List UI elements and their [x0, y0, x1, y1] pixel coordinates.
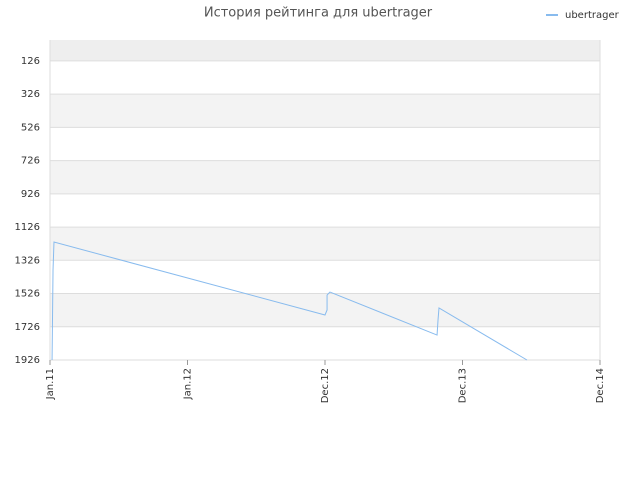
chart-title: История рейтинга для ubertrager	[204, 6, 433, 21]
y-tick-label: 326	[21, 89, 40, 100]
grid-band	[50, 160, 600, 194]
x-tick-label: Dec.13	[458, 368, 469, 403]
grid-band	[50, 293, 600, 327]
grid-band	[50, 326, 600, 360]
y-tick-label: 1126	[15, 222, 40, 233]
x-tick-label: Jan.11	[45, 368, 56, 400]
y-tick-label: 1726	[15, 322, 40, 333]
y-tick-label: 926	[21, 189, 40, 200]
x-tick-label: Dec.12	[320, 368, 331, 403]
x-tick-label: Dec.14	[595, 368, 606, 403]
line-series	[51, 241, 528, 361]
legend-label: ubertrager	[565, 10, 620, 21]
y-tick-label: 1326	[15, 255, 40, 266]
grid-band	[50, 193, 600, 228]
y-tick-label: 1926	[15, 355, 40, 366]
grid-band	[50, 260, 600, 294]
grid-band	[50, 227, 600, 261]
y-tick-label: 1526	[15, 289, 40, 300]
y-tick-label: 526	[21, 122, 40, 133]
y-tick-label: 726	[21, 156, 40, 167]
y-tick-label: 126	[21, 56, 40, 67]
grid-band	[50, 94, 600, 128]
grid-band	[50, 60, 600, 95]
grid-band	[50, 127, 600, 161]
x-tick-label: Jan.12	[183, 368, 194, 400]
